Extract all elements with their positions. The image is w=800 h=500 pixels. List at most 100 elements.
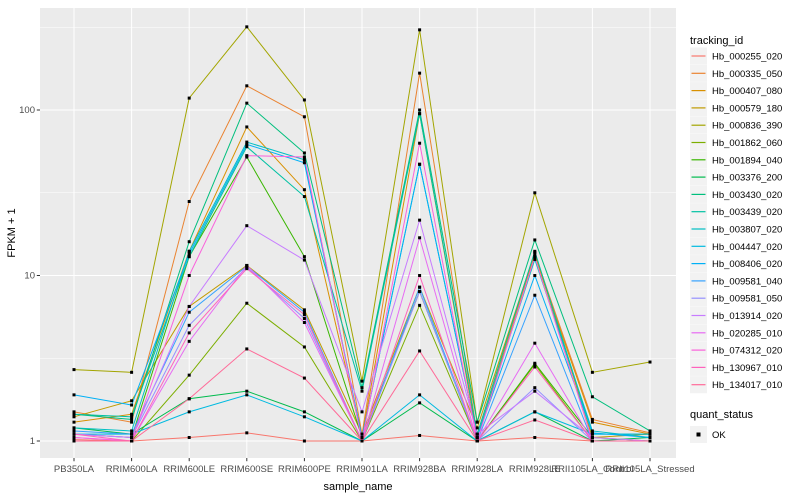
data-point — [245, 431, 249, 435]
data-point — [302, 98, 306, 102]
data-point — [533, 435, 537, 439]
data-point — [302, 258, 306, 262]
x-tick-label: RRII105LA_Stressed — [605, 464, 694, 475]
data-point — [418, 433, 422, 437]
data-point — [302, 158, 306, 162]
data-point — [418, 290, 422, 294]
data-point — [130, 399, 134, 403]
legend-label-Hb_004447_020: Hb_004447_020 — [712, 242, 782, 253]
x-tick-label: RRII105LA_Control — [551, 464, 633, 475]
x-tick-label: RRIM600LE — [163, 464, 215, 475]
data-point — [418, 349, 422, 353]
data-point — [418, 401, 422, 405]
x-tick-label: RRIM928LE — [509, 464, 561, 475]
data-point — [475, 426, 479, 430]
data-point — [245, 267, 249, 271]
legend-color-title: tracking_id — [690, 35, 743, 47]
data-point — [648, 432, 652, 436]
data-point — [590, 431, 594, 435]
data-point — [72, 410, 76, 414]
legend-label-Hb_001894_040: Hb_001894_040 — [712, 155, 782, 166]
legend-label-Hb_003430_020: Hb_003430_020 — [712, 190, 782, 201]
data-point — [72, 368, 76, 372]
data-point — [475, 420, 479, 424]
data-point — [648, 429, 652, 433]
data-point — [72, 435, 76, 439]
data-point — [648, 435, 652, 439]
legend-label-Hb_130967_010: Hb_130967_010 — [712, 363, 782, 374]
data-point — [533, 341, 537, 345]
data-point — [187, 435, 191, 439]
data-point — [648, 439, 652, 443]
legend-shape-title: quant_status — [690, 409, 753, 421]
data-point — [360, 389, 364, 393]
data-point — [302, 313, 306, 317]
data-point — [245, 389, 249, 393]
data-point — [72, 393, 76, 397]
data-point — [533, 386, 537, 390]
legend-label-Hb_000836_390: Hb_000836_390 — [712, 121, 782, 132]
legend-label-Hb_008406_020: Hb_008406_020 — [712, 259, 782, 270]
plot-panel — [40, 8, 676, 458]
legend-label-Hb_003376_200: Hb_003376_200 — [712, 173, 782, 184]
data-point — [130, 415, 134, 419]
y-tick-label: 100 — [19, 105, 35, 116]
data-point — [590, 435, 594, 439]
legend-label-Hb_009581_040: Hb_009581_040 — [712, 276, 782, 287]
data-point — [245, 142, 249, 146]
data-point — [245, 25, 249, 29]
data-point — [533, 365, 537, 369]
data-point — [360, 439, 364, 443]
data-point — [187, 240, 191, 244]
data-point — [302, 310, 306, 314]
x-tick-label: RRIM928LA — [451, 464, 503, 475]
data-point — [245, 224, 249, 228]
data-point — [302, 155, 306, 159]
data-point — [302, 195, 306, 199]
data-point — [533, 389, 537, 393]
data-point — [590, 370, 594, 374]
legend-label-Hb_000579_180: Hb_000579_180 — [712, 103, 782, 114]
data-point — [187, 304, 191, 308]
data-point — [187, 199, 191, 203]
data-point — [302, 415, 306, 419]
data-point — [533, 361, 537, 365]
legend-label-Hb_000407_080: Hb_000407_080 — [712, 86, 782, 97]
data-point — [418, 71, 422, 75]
legend-label-Hb_000255_020: Hb_000255_020 — [712, 52, 782, 63]
data-point — [418, 141, 422, 145]
data-point — [418, 112, 422, 116]
y-tick-label: 1 — [30, 436, 35, 447]
data-point — [302, 439, 306, 443]
data-point — [187, 96, 191, 100]
data-point — [418, 285, 422, 289]
data-point — [302, 345, 306, 349]
y-tick-label: 10 — [24, 271, 35, 282]
data-point — [245, 84, 249, 88]
data-point — [533, 257, 537, 261]
legend-label-Hb_009581_050: Hb_009581_050 — [712, 294, 782, 305]
y-axis-title: FPKM + 1 — [6, 208, 18, 257]
data-point — [418, 303, 422, 307]
data-point — [590, 420, 594, 424]
data-point — [245, 347, 249, 351]
data-point — [187, 331, 191, 335]
data-point — [245, 263, 249, 267]
data-point — [360, 432, 364, 436]
data-point — [130, 420, 134, 424]
data-point — [130, 370, 134, 374]
data-point — [72, 432, 76, 436]
data-point — [590, 439, 594, 443]
data-point — [302, 188, 306, 192]
data-point — [245, 125, 249, 129]
data-point — [475, 435, 479, 439]
data-point — [72, 429, 76, 433]
legend-label-Hb_134017_010: Hb_134017_010 — [712, 380, 782, 391]
legend-label-Hb_001862_060: Hb_001862_060 — [712, 138, 782, 149]
data-point — [245, 145, 249, 149]
data-point — [130, 412, 134, 416]
data-point — [533, 252, 537, 256]
data-point — [418, 108, 422, 112]
